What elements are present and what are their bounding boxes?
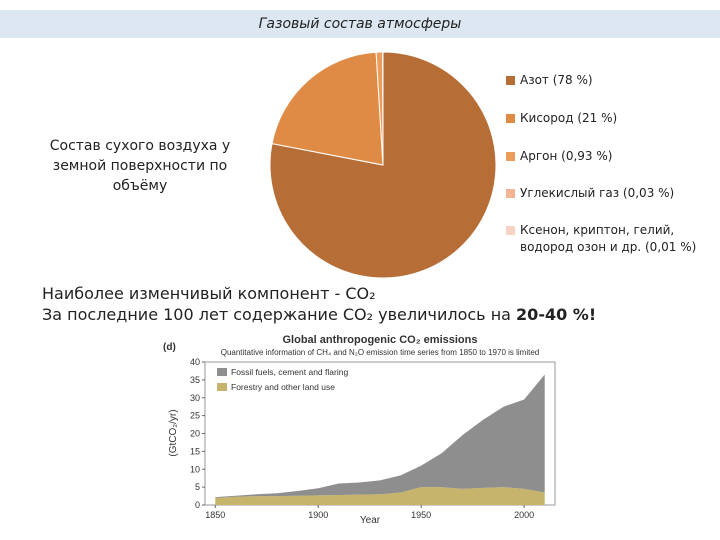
area <box>215 374 545 498</box>
legend-label: Fossil fuels, cement and flaring <box>231 367 348 377</box>
y-axis-label: (GtCO₂/yr) <box>168 409 179 456</box>
legend-swatch <box>506 76 515 85</box>
caption: Состав сухого воздуха у земной поверхнос… <box>49 138 231 194</box>
legend-item: Азот (78 %) <box>506 72 720 89</box>
area <box>215 487 545 505</box>
legend-swatch <box>506 152 515 161</box>
x-tick-label: 1950 <box>411 510 431 520</box>
legend-item: Кисород (21 %) <box>506 110 720 127</box>
x-tick-label: 2000 <box>514 510 534 520</box>
legend-swatch <box>506 114 515 123</box>
legend-label: Кисород (21 %) <box>520 111 618 125</box>
legend-swatch <box>217 368 227 376</box>
legend-swatch <box>217 383 227 391</box>
y-tick-label: 0 <box>195 500 200 510</box>
note-line: За последние 100 лет содержание CO₂ увел… <box>42 305 596 324</box>
legend-label: Аргон (0,93 %) <box>520 149 613 163</box>
legend-item: Аргон (0,93 %) <box>506 148 720 165</box>
x-tick-label: 1900 <box>308 510 328 520</box>
y-tick-label: 5 <box>195 482 200 492</box>
pie-slice <box>271 51 384 166</box>
chart-title: Global anthropogenic CO₂ emissions <box>283 334 478 346</box>
x-axis-label: Year <box>360 515 381 526</box>
y-tick-label: 10 <box>190 464 200 474</box>
note-line: Наиболее изменчивый компонент - CO₂ <box>42 284 376 303</box>
legend-item: Ксенон, криптон, гелий, водород озон и д… <box>506 222 720 256</box>
x-tick-label: 1850 <box>205 510 225 520</box>
legend-swatch <box>506 189 515 198</box>
legend-swatch <box>506 226 515 235</box>
chart-subtitle: Quantitative information of CH₄ and N₂O … <box>221 348 540 357</box>
note-text: За последние 100 лет содержание CO₂ увел… <box>42 305 517 324</box>
panel-label: (d) <box>163 342 176 353</box>
legend-label: Ксенон, криптон, гелий, водород озон и д… <box>520 223 697 254</box>
y-tick-label: 40 <box>190 357 200 367</box>
y-tick-label: 15 <box>190 446 200 456</box>
legend-item: Углекислый газ (0,03 %) <box>506 185 720 202</box>
y-tick-label: 25 <box>190 411 200 421</box>
legend-label: Forestry and other land use <box>231 382 335 392</box>
y-tick-label: 20 <box>190 429 200 439</box>
y-tick-label: 30 <box>190 393 200 403</box>
legend-label: Углекислый газ (0,03 %) <box>520 186 675 200</box>
legend-label: Азот (78 %) <box>520 73 593 87</box>
y-tick-label: 35 <box>190 375 200 385</box>
note-emphasis: 20-40 %! <box>516 305 597 324</box>
slide-title: Газовый состав атмосферы <box>0 10 720 38</box>
